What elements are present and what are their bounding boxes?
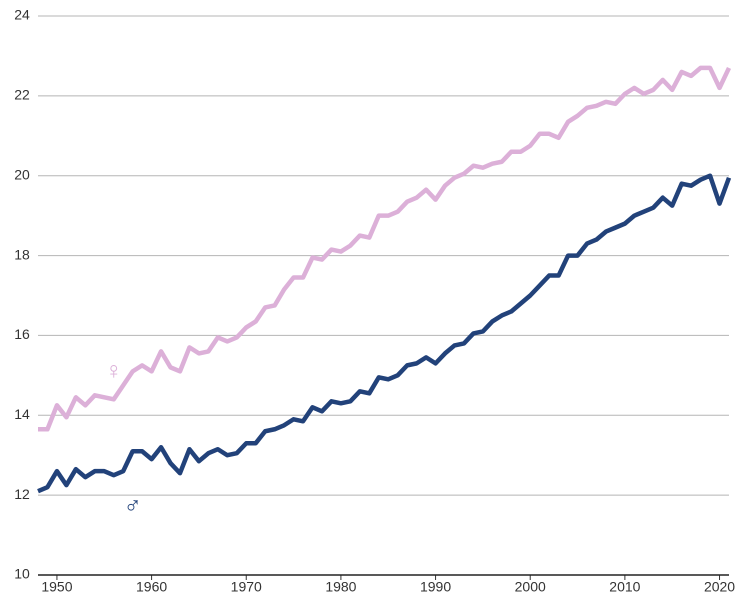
x-tick-label: 2020 (704, 579, 735, 595)
x-tick-label: 1960 (136, 579, 167, 595)
y-tick-label: 14 (14, 406, 30, 422)
series-label: ♀ (105, 358, 123, 385)
series-line (38, 65, 732, 432)
x-tick-label: 2000 (515, 579, 546, 595)
y-tick-label: 12 (14, 486, 30, 502)
x-tick-label: 1980 (325, 579, 356, 595)
y-tick-label: 24 (14, 7, 30, 23)
series-label: ♂ (124, 493, 142, 520)
y-tick-label: 22 (14, 87, 30, 103)
x-tick-label: 2010 (609, 579, 640, 595)
y-tick-label: 10 (14, 566, 30, 582)
y-tick-label: 20 (14, 166, 30, 182)
x-tick-label: 1990 (420, 579, 451, 595)
y-tick-label: 18 (14, 246, 30, 262)
series-line (37, 173, 732, 494)
x-tick-label: 1970 (231, 579, 262, 595)
x-tick-label: 1950 (41, 579, 72, 595)
y-tick-label: 16 (14, 326, 30, 342)
